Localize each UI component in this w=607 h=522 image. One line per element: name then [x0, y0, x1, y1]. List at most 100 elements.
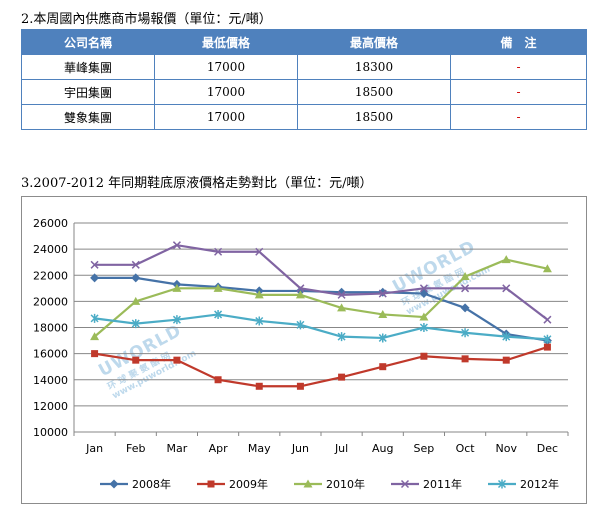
data-point [214, 247, 223, 256]
data-point [255, 247, 264, 256]
x-tick-label: Jun [291, 442, 309, 455]
y-tick-label: 12000 [33, 400, 68, 413]
section-2-title: 2.本周國內供應商市場報價（單位：元/噸） [21, 12, 272, 27]
data-point [461, 355, 469, 363]
legend-marker [400, 479, 410, 489]
cell-company: 雙象集團 [21, 104, 155, 130]
x-tick-label: Jul [334, 442, 348, 455]
data-point [172, 241, 181, 250]
data-point [461, 284, 470, 293]
cell-max-price: 18500 [297, 79, 451, 105]
cell-max-price: 18300 [297, 54, 451, 80]
data-point [90, 332, 100, 341]
legend-marker [303, 479, 313, 488]
data-point [502, 356, 510, 364]
y-tick-label: 22000 [33, 269, 68, 282]
data-point [91, 350, 99, 358]
y-tick-label: 24000 [33, 243, 68, 256]
data-point [131, 319, 140, 329]
data-point [337, 332, 346, 342]
data-point [214, 376, 222, 384]
data-point [379, 363, 387, 371]
price-trend-chart: UWORLD 环 球 聚 氨 酯 网 www.puworld.com UWORL… [21, 196, 587, 504]
data-point [172, 315, 181, 325]
data-point [172, 283, 182, 292]
col-company: 公司名稱 [21, 29, 155, 55]
data-point [419, 284, 428, 293]
y-tick-label: 16000 [33, 348, 68, 361]
legend-marker [109, 479, 119, 489]
cell-remark: - [450, 104, 587, 130]
legend-label: 2008年 [132, 477, 171, 491]
legend-label: 2010年 [326, 477, 365, 491]
cell-min-price: 17000 [154, 54, 298, 80]
data-point [131, 273, 141, 283]
x-tick-label: May [248, 442, 271, 455]
data-point [337, 287, 347, 297]
cell-remark: - [450, 54, 587, 80]
data-point [295, 290, 305, 299]
data-point [502, 332, 511, 342]
data-point [501, 255, 511, 264]
x-tick-label: Oct [456, 442, 476, 455]
legend-label: 2011年 [423, 477, 462, 491]
data-point [543, 343, 551, 351]
data-point [254, 290, 264, 299]
table-row: 雙象集團 17000 18500 - [21, 104, 587, 130]
legend-marker [497, 479, 507, 489]
x-tick-label: Dec [537, 442, 558, 455]
data-point [214, 309, 223, 319]
data-point [132, 356, 140, 364]
data-point [296, 382, 304, 390]
cell-min-price: 17000 [154, 79, 298, 105]
cell-max-price: 18500 [297, 104, 451, 130]
data-point [502, 284, 511, 293]
cell-remark: - [450, 79, 587, 105]
data-point [419, 312, 429, 321]
data-point [378, 333, 387, 343]
cell-company: 華峰集團 [21, 54, 155, 80]
data-point [173, 356, 181, 364]
data-point [90, 273, 100, 283]
series-line-2 [93, 258, 548, 338]
data-point [543, 315, 552, 324]
table-row: 華峰集團 17000 18300 - [21, 54, 587, 80]
data-point [90, 313, 99, 323]
y-tick-label: 10000 [33, 426, 68, 439]
legend-label: 2009年 [229, 477, 268, 491]
data-point [296, 284, 305, 293]
y-tick-label: 14000 [33, 374, 68, 387]
data-point [296, 320, 305, 330]
data-point [338, 373, 346, 381]
data-point [337, 303, 347, 312]
data-point [90, 260, 99, 269]
y-tick-label: 18000 [33, 322, 68, 335]
data-point [460, 303, 470, 313]
line-chart-svg: 10000 12000 14000 16000 18000 20000 22000 24000… [33, 217, 569, 491]
x-tick-label: Sep [414, 442, 435, 455]
col-remark: 備 注 [450, 29, 587, 55]
data-point [419, 289, 429, 299]
data-point [420, 352, 428, 360]
x-tick-label: Apr [209, 442, 229, 455]
col-min-price: 最低價格 [154, 29, 298, 55]
data-point [378, 309, 388, 318]
data-point [460, 272, 470, 281]
data-point [542, 264, 552, 273]
col-max-price: 最高價格 [297, 29, 451, 55]
data-point [378, 289, 387, 298]
series-line-4 [94, 313, 548, 341]
table-row: 宇田集團 17000 18500 - [21, 79, 587, 105]
x-tick-label: Jan [85, 442, 103, 455]
supplier-price-table: 公司名稱 最低價格 最高價格 備 注 華峰集團 17000 18300 - 宇田… [21, 29, 587, 130]
data-point [131, 260, 140, 269]
x-tick-label: Aug [372, 442, 393, 455]
data-point [337, 290, 346, 299]
x-tick-label: Feb [126, 442, 145, 455]
y-tick-label: 20000 [33, 295, 68, 308]
data-point [419, 323, 428, 332]
data-point [255, 382, 263, 390]
section-3-title: 3.2007-2012 年同期鞋底原液價格走勢對比（單位：元/噸） [21, 176, 373, 191]
series-line-3 [94, 244, 549, 321]
series-line-1 [94, 346, 548, 388]
